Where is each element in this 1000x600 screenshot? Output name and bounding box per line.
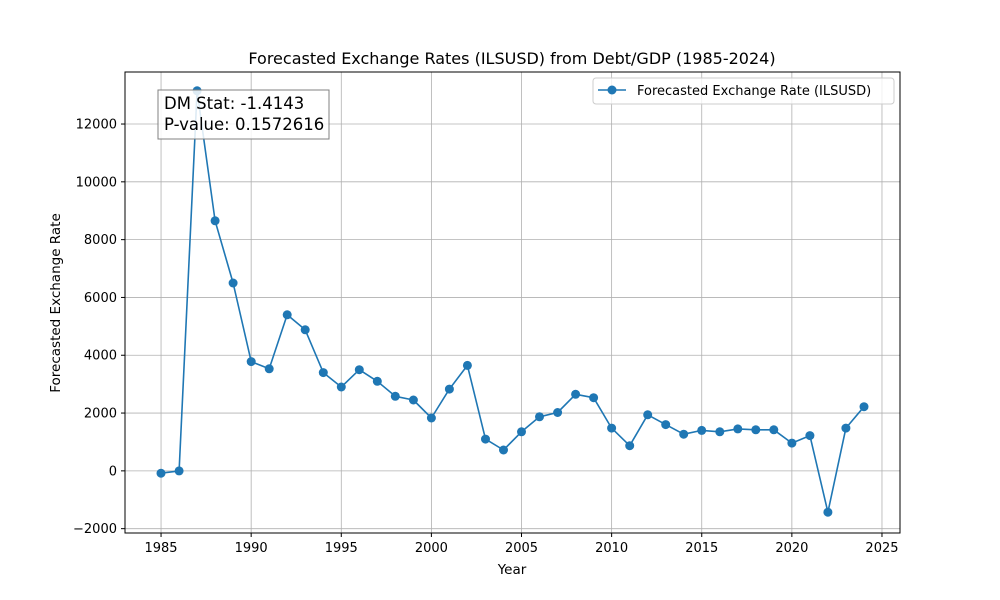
dm-stat-text: DM Stat: -1.4143 [164,94,304,113]
data-point [787,438,797,448]
x-tick-label: 2025 [865,541,898,556]
x-tick-label: 1990 [235,541,268,556]
stat-box-frame [157,89,330,140]
x-tick-label: 2005 [505,541,538,556]
x-tick-label: 2010 [595,541,628,556]
data-point [426,413,436,423]
data-point [444,384,454,394]
data-point [751,425,761,435]
y-tick-label: 6000 [84,291,117,306]
data-point [408,395,418,405]
y-tick-label: 0 [109,464,117,479]
chart-title: Forecasted Exchange Rates (ILSUSD) from … [248,49,775,68]
data-point [264,364,274,374]
data-point [805,431,815,441]
x-tick-label: 2000 [415,541,448,556]
data-point [625,441,635,451]
y-tick-label: 12000 [76,118,117,133]
x-axis-label: Year [497,562,527,578]
plot-frame [124,71,901,534]
legend-frame [592,77,895,105]
data-point [535,412,544,422]
series-layer [156,86,869,517]
data-point [210,216,220,226]
data-point [715,427,725,437]
x-tick-label: 1985 [144,541,177,556]
x-tick-label: 1995 [325,541,358,556]
y-tick-label: −2000 [73,522,117,537]
data-point [679,429,689,439]
stat-annotation-box: DM Stat: -1.4143 P-value: 0.1572616 [157,89,330,140]
y-tick-label: 8000 [84,233,117,248]
data-point [481,434,490,444]
legend: Forecasted Exchange Rate (ILSUSD) [592,77,895,105]
legend-marker-swatch [607,85,617,95]
data-point [643,410,653,420]
y-axis-label: Forecasted Exchange Rate [48,213,64,393]
data-point [589,393,599,403]
data-point [462,360,472,370]
data-point [499,445,508,455]
data-point [661,420,671,430]
data-point [823,507,833,517]
data-point [841,423,851,433]
data-point [228,278,238,288]
data-point [156,468,166,478]
data-point [372,376,382,386]
data-point [517,427,526,437]
y-tick-label: 2000 [84,407,117,422]
p-value-text: P-value: 0.1572616 [164,115,324,134]
tick-layer: 1985 1990 1995 2000 2005 2010 2015 2020 2025 −200… [73,118,899,556]
legend-entry-label: Forecasted Exchange Rate (ILSUSD) [637,84,871,99]
y-tick-label: 10000 [76,175,117,190]
data-point [336,382,346,392]
data-point [174,466,184,476]
data-point [697,425,707,435]
y-tick-label: 4000 [84,349,117,364]
grid-layer [125,72,900,533]
data-point [553,408,563,417]
data-point [318,368,328,378]
data-point [733,424,743,434]
data-point [300,325,310,335]
data-point [859,402,869,412]
data-point [769,425,779,435]
series-line [160,90,865,514]
data-point [282,310,292,320]
data-point [571,389,581,399]
x-tick-label: 2020 [775,541,808,556]
data-point [390,391,400,401]
x-tick-label: 2015 [685,541,718,556]
data-point [607,423,617,433]
data-point [354,365,364,375]
data-point [246,357,256,367]
